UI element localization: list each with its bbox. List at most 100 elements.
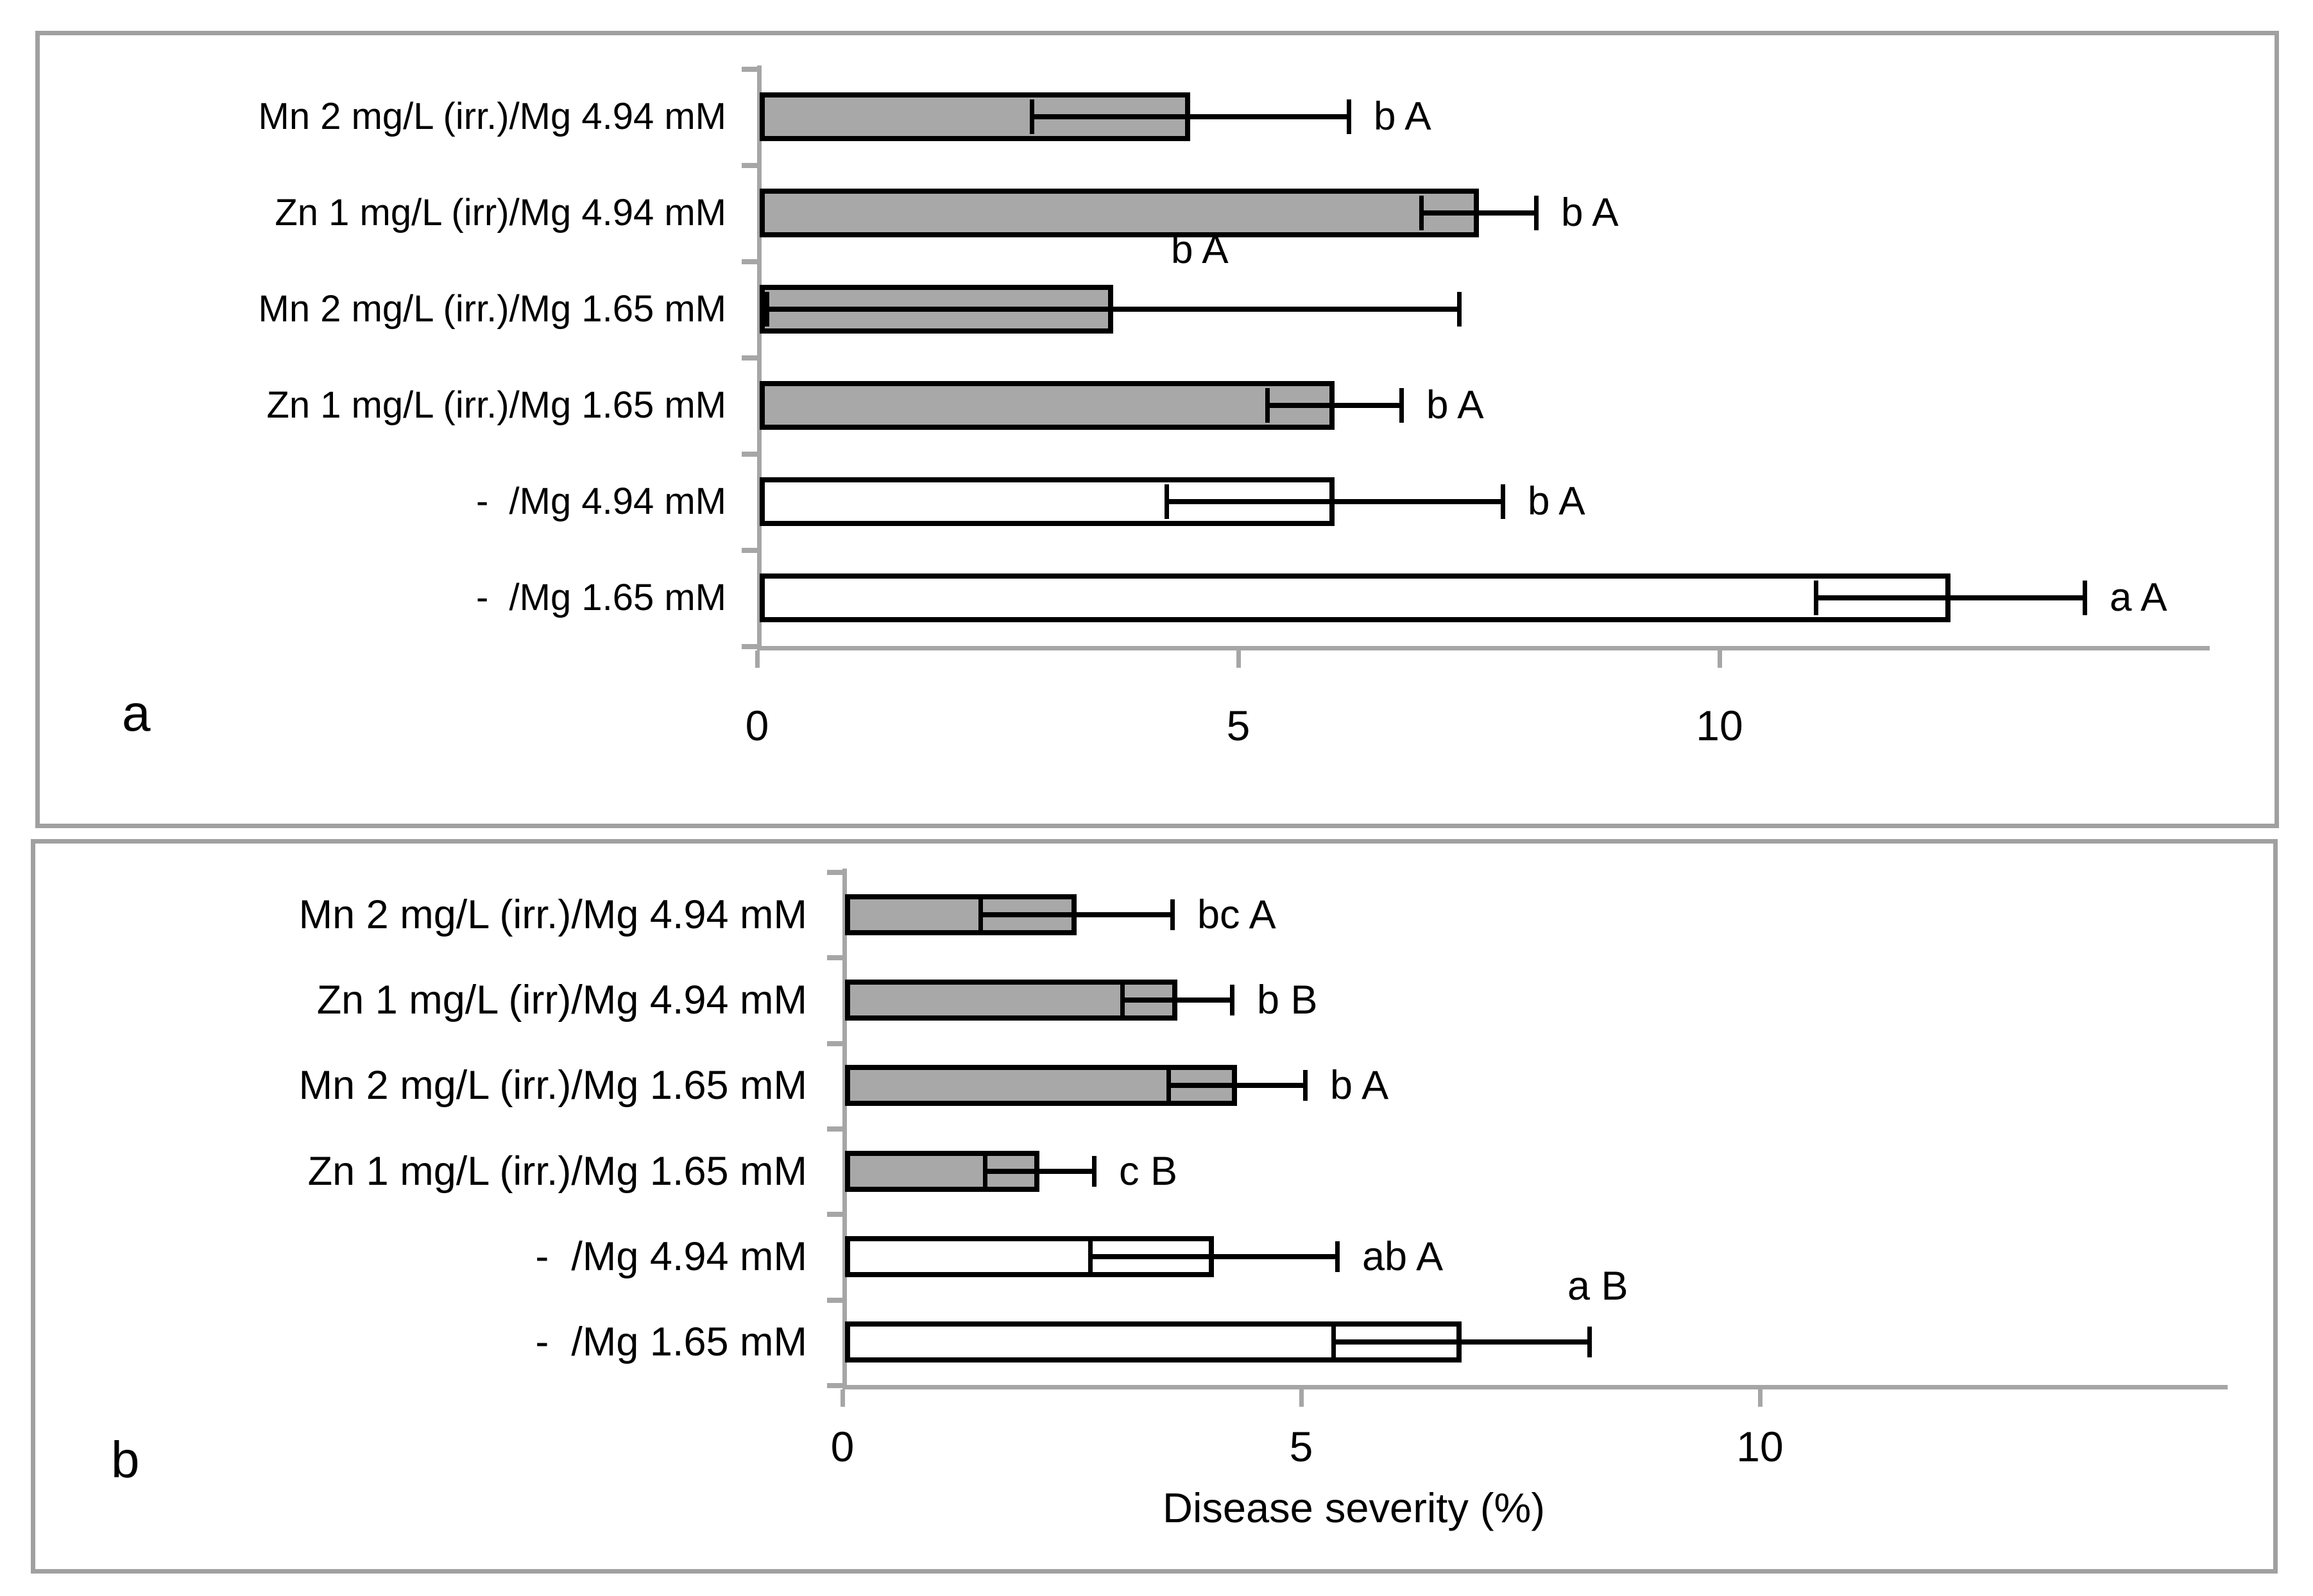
error-bar-cap-left xyxy=(1088,1241,1093,1272)
error-bar-cap-right xyxy=(1347,99,1351,134)
y-axis-line xyxy=(757,65,762,650)
category-tick xyxy=(742,644,757,649)
category-label: Mn 2 mg/L (irr.)/Mg 1.65 mM xyxy=(258,288,726,330)
x-tick xyxy=(841,1389,845,1407)
category-label: Zn 1 mg/L (irr.)/Mg 1.65 mM xyxy=(266,384,726,426)
x-tick-label: 5 xyxy=(1289,1423,1313,1470)
category-tick xyxy=(742,67,757,72)
significance-label: ab A xyxy=(1362,1234,1444,1279)
error-bar-cap-left xyxy=(765,292,769,327)
x-axis-line xyxy=(842,1385,2228,1389)
error-bar-cap-left xyxy=(1814,581,1818,615)
significance-label: bc A xyxy=(1197,892,1276,937)
x-tick xyxy=(1758,1389,1762,1407)
x-tick xyxy=(1299,1389,1304,1407)
significance-label: b A xyxy=(1171,228,1229,272)
error-bar-cap-right xyxy=(1092,1156,1097,1187)
panel-b-plot-area: 0 5 10 Mn 2 mg/L (irr.)/Mg 4.94 mM bc A Zn 1 … xyxy=(35,844,2273,1569)
error-bar-line xyxy=(1267,403,1402,408)
error-bar-cap-right xyxy=(1457,292,1462,327)
x-tick xyxy=(1718,650,1722,668)
error-bar-line xyxy=(985,1169,1095,1174)
error-bar-cap-left xyxy=(1331,1327,1336,1357)
significance-label: b A xyxy=(1561,191,1619,235)
error-bar-cap-right xyxy=(1501,484,1505,519)
x-tick-label: 0 xyxy=(745,702,769,749)
error-bar-line xyxy=(1090,1254,1338,1259)
error-bar-cap-left xyxy=(1165,484,1169,519)
panel-b: 0 5 10 Mn 2 mg/L (irr.)/Mg 4.94 mM bc A Zn 1 … xyxy=(31,839,2278,1574)
x-tick-label: 10 xyxy=(1696,702,1743,749)
error-bar-line xyxy=(1166,499,1503,504)
bar xyxy=(760,189,1479,237)
category-label: Mn 2 mg/L (irr.)/Mg 4.94 mM xyxy=(258,96,726,137)
category-tick xyxy=(742,548,757,553)
error-bar-cap-left xyxy=(1166,1070,1171,1101)
significance-label: b A xyxy=(1330,1063,1389,1108)
panel-a: 0 5 10 Mn 2 mg/L (irr.)/Mg 4.94 mM b A Zn 1 m… xyxy=(35,31,2279,828)
category-tick xyxy=(827,1212,842,1217)
error-bar-cap-right xyxy=(1587,1327,1592,1357)
category-label: Zn 1 mg/L (irr)/Mg 4.94 mM xyxy=(316,978,807,1023)
error-bar-cap-right xyxy=(1399,388,1404,423)
category-label: - /Mg 4.94 mM xyxy=(476,480,726,522)
x-axis-title: Disease severity (%) xyxy=(1163,1484,1545,1531)
category-label: - /Mg 4.94 mM xyxy=(535,1234,807,1279)
category-label: Zn 1 mg/L (irr.)/Mg 1.65 mM xyxy=(307,1149,807,1194)
panel-b-letter: b xyxy=(111,1431,140,1488)
significance-label: a A xyxy=(2110,575,2167,620)
error-bar-line xyxy=(1816,595,2085,600)
error-bar-cap-right xyxy=(1303,1070,1308,1101)
panel-a-plot-area: 0 5 10 Mn 2 mg/L (irr.)/Mg 4.94 mM b A Zn 1 m… xyxy=(40,35,2275,824)
panel-a-letter: a xyxy=(122,684,151,742)
category-label: - /Mg 1.65 mM xyxy=(476,577,726,618)
category-label: Mn 2 mg/L (irr.)/Mg 1.65 mM xyxy=(298,1063,807,1108)
error-bar-cap-left xyxy=(978,899,983,930)
error-bar-line xyxy=(1333,1339,1590,1345)
category-tick xyxy=(827,955,842,960)
error-bar-cap-left xyxy=(1265,388,1270,423)
significance-label: b A xyxy=(1528,479,1585,523)
error-bar-line xyxy=(980,912,1173,917)
error-bar-cap-right xyxy=(1335,1241,1340,1272)
category-label: - /Mg 1.65 mM xyxy=(535,1320,807,1364)
error-bar-cap-right xyxy=(2083,581,2087,615)
error-bar-cap-right xyxy=(1170,899,1175,930)
x-tick-label: 0 xyxy=(830,1423,855,1470)
error-bar-cap-left xyxy=(1120,985,1125,1015)
x-tick xyxy=(1236,650,1241,668)
category-label: Mn 2 mg/L (irr.)/Mg 4.94 mM xyxy=(298,892,807,937)
significance-label: c B xyxy=(1119,1149,1178,1194)
category-tick xyxy=(742,452,757,457)
significance-label: b A xyxy=(1426,383,1484,427)
significance-label: b A xyxy=(1374,94,1431,139)
category-tick xyxy=(827,1298,842,1303)
x-axis-line xyxy=(757,646,2210,650)
y-axis-line xyxy=(842,869,847,1389)
category-tick xyxy=(742,259,757,264)
error-bar-cap-left xyxy=(1030,99,1034,134)
category-label: Zn 1 mg/L (irr)/Mg 4.94 mM xyxy=(275,192,726,233)
error-bar-cap-left xyxy=(1419,196,1424,230)
significance-label: b B xyxy=(1257,978,1318,1023)
error-bar-line xyxy=(767,307,1460,312)
error-bar-line xyxy=(1421,210,1537,216)
x-tick-label: 5 xyxy=(1226,702,1250,749)
error-bar-line xyxy=(1122,998,1233,1003)
category-tick xyxy=(742,355,757,361)
error-bar-cap-right xyxy=(1230,985,1234,1015)
category-tick xyxy=(827,1041,842,1046)
category-tick xyxy=(827,1126,842,1132)
x-tick-label: 10 xyxy=(1736,1423,1784,1470)
x-tick xyxy=(755,650,760,668)
bar xyxy=(760,573,1950,622)
error-bar-line xyxy=(1168,1083,1306,1088)
category-tick xyxy=(827,870,842,875)
error-bar-cap-left xyxy=(983,1156,987,1187)
bar xyxy=(760,381,1335,430)
category-tick xyxy=(827,1383,842,1388)
error-bar-line xyxy=(1032,114,1349,119)
error-bar-cap-right xyxy=(1534,196,1539,230)
category-tick xyxy=(742,163,757,168)
